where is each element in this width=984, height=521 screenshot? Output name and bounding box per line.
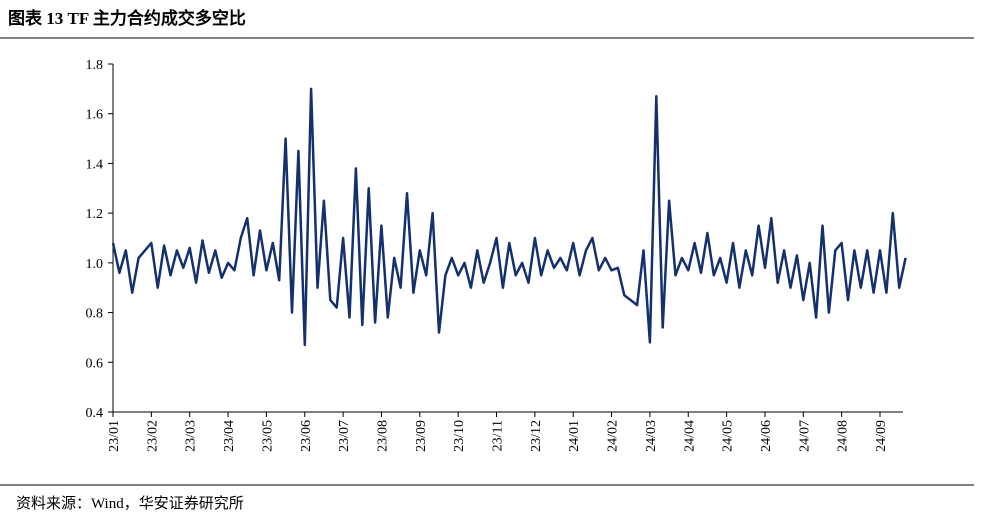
x-tick-label: 23/02 bbox=[145, 420, 160, 452]
x-tick-label: 23/04 bbox=[222, 420, 237, 452]
x-tick-label: 23/07 bbox=[337, 420, 352, 452]
x-tick-label: 23/06 bbox=[299, 420, 314, 452]
y-tick-label: 1.8 bbox=[86, 58, 104, 73]
x-tick-label: 23/09 bbox=[414, 420, 429, 452]
y-tick-label: 1.2 bbox=[86, 207, 104, 222]
data-line bbox=[111, 87, 907, 347]
x-tick-label: 24/02 bbox=[606, 420, 621, 452]
y-tick-label: 0.8 bbox=[86, 307, 104, 322]
y-tick-label: 1.6 bbox=[86, 108, 104, 123]
x-tick-label: 23/05 bbox=[260, 420, 275, 452]
x-tick-label: 23/08 bbox=[375, 420, 390, 452]
x-tick-label: 24/08 bbox=[836, 420, 851, 452]
chart-title: 图表 13 TF 主力合约成交多空比 bbox=[8, 8, 246, 28]
y-tick-label: 1.0 bbox=[86, 257, 104, 272]
y-tick-label: 0.4 bbox=[86, 406, 104, 421]
x-tick-label: 24/09 bbox=[874, 420, 889, 452]
y-tick-label: 0.6 bbox=[86, 356, 104, 371]
x-tick-label: 24/07 bbox=[797, 420, 812, 452]
x-tick-label: 23/01 bbox=[107, 420, 122, 452]
y-tick-label: 1.4 bbox=[86, 157, 104, 172]
x-tick-label: 23/10 bbox=[452, 420, 467, 452]
source-note: 资料来源：Wind，华安证券研究所 bbox=[16, 495, 244, 512]
x-tick-label: 23/11 bbox=[491, 420, 506, 451]
x-tick-label: 24/04 bbox=[682, 420, 697, 452]
x-tick-label: 24/06 bbox=[759, 420, 774, 452]
x-tick-label: 24/05 bbox=[721, 420, 736, 452]
x-tick-label: 23/03 bbox=[184, 420, 199, 452]
x-tick-label: 23/12 bbox=[529, 420, 544, 452]
x-tick-label: 24/03 bbox=[644, 420, 659, 452]
x-tick-label: 24/01 bbox=[567, 420, 582, 452]
